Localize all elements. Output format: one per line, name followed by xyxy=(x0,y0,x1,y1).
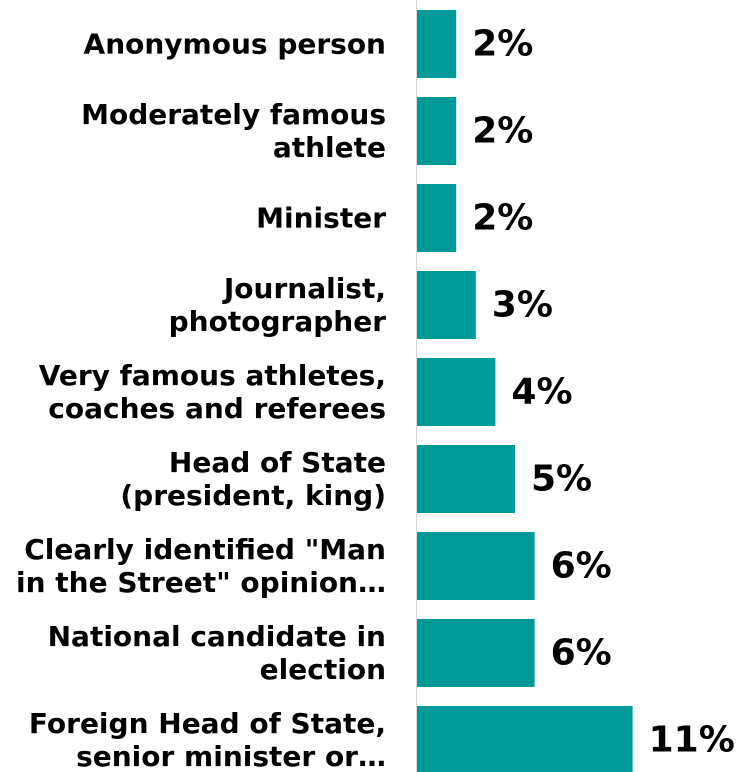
category-label-line: Journalist, xyxy=(222,272,386,305)
value-label: 2% xyxy=(472,111,533,152)
bar xyxy=(417,184,457,252)
value-label: 4% xyxy=(511,372,572,413)
category-label-line: Minister xyxy=(256,202,386,235)
category-label-line: Foreign Head of State, xyxy=(29,707,386,740)
bar xyxy=(417,619,535,687)
category-label: Moderately famous athlete xyxy=(81,98,386,164)
category-label-line: Moderately famous xyxy=(81,98,386,131)
bar xyxy=(417,532,535,600)
value-label: 3% xyxy=(492,285,553,326)
value-label: 5% xyxy=(531,459,592,500)
category-label-line: election xyxy=(260,653,386,686)
value-label: 6% xyxy=(551,546,612,587)
bar xyxy=(417,10,457,78)
bar xyxy=(417,706,633,772)
bars-group xyxy=(417,10,633,772)
category-label-line: in the Street" opinion… xyxy=(16,566,386,599)
category-label-line: coaches and referees xyxy=(48,392,386,425)
value-label: 11% xyxy=(649,720,735,761)
category-label: Clearly identified "Man in the Street" op… xyxy=(16,533,386,599)
value-labels-group: 2% 2% 2% 3% 4% 5% 6% 6% 11% xyxy=(472,24,735,761)
category-label-line: senior minister or… xyxy=(76,740,386,772)
category-label-line: photographer xyxy=(169,305,387,338)
category-label: Minister xyxy=(256,202,386,235)
bar xyxy=(417,445,515,513)
category-label-line: (president, king) xyxy=(120,479,386,512)
category-label-line: Clearly identified "Man xyxy=(24,533,386,566)
category-label: National candidate in election xyxy=(48,620,386,686)
category-label-line: National candidate in xyxy=(48,620,386,653)
category-label-line: Anonymous person xyxy=(84,28,386,61)
category-label: Very famous athletes, coaches and referee… xyxy=(39,359,386,425)
category-label-line: Head of State xyxy=(169,446,386,479)
category-labels-group: Anonymous person Moderately famous athlete… xyxy=(16,28,386,772)
category-label: Head of State (president, king) xyxy=(120,446,386,512)
value-label: 2% xyxy=(472,198,533,239)
category-label: Journalist, photographer xyxy=(169,272,387,338)
category-label-line: Very famous athletes, xyxy=(39,359,386,392)
value-label: 2% xyxy=(472,24,533,65)
bar xyxy=(417,271,476,339)
category-label-line: athlete xyxy=(273,131,386,164)
bar xyxy=(417,97,457,165)
category-label: Anonymous person xyxy=(84,28,386,61)
value-label: 6% xyxy=(551,633,612,674)
bar xyxy=(417,358,496,426)
category-label: Foreign Head of State, senior minister or… xyxy=(29,707,386,772)
